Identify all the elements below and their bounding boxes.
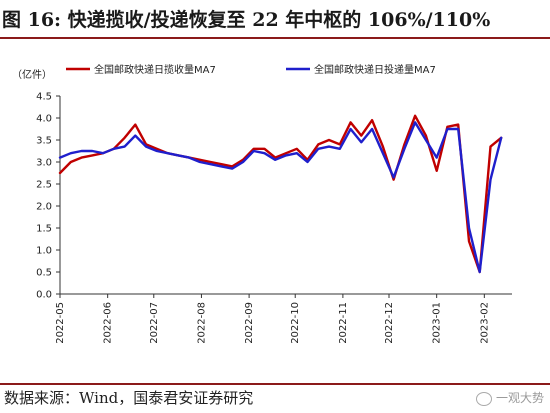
series-line-collection	[58, 114, 503, 274]
x-tick-label: 2023-01	[432, 302, 443, 344]
y-tick-label: 3.5	[36, 136, 52, 147]
wechat-icon	[475, 391, 492, 406]
y-tick-label: 0.0	[36, 290, 52, 301]
x-tick-label: 2023-02	[479, 302, 490, 344]
chart-legend: 全国邮政快递日揽收量MA7 全国邮政快递日投递量MA7	[66, 63, 436, 76]
source-rule	[0, 383, 550, 385]
x-tick-label: 2022-12	[384, 302, 395, 344]
chart-title: 图 16: 快递揽收/投递恢复至 22 年中枢的 106%/110%	[2, 9, 491, 31]
y-tick-label: 4.5	[36, 92, 52, 103]
x-tick-label: 2022-09	[244, 302, 255, 344]
x-tick-label: 2022-05	[55, 302, 66, 344]
watermark: 一观大势	[475, 388, 544, 408]
source-note: 数据来源：Wind，国泰君安证券研究	[4, 389, 254, 407]
title-rule	[0, 37, 550, 39]
y-axis-unit: （亿件）	[12, 68, 52, 81]
x-tick-label: 2022-06	[103, 302, 114, 344]
legend-label-delivery: 全国邮政快递日投递量MA7	[314, 63, 436, 76]
y-tick-label: 2.5	[36, 180, 52, 191]
series-layer	[58, 114, 503, 274]
y-tick-label: 4.0	[36, 114, 52, 125]
chart-axes: （亿件） 0.0 0.5 1.0 1.5 2.0 2.5 3.0 3.5 4.0 4.5 2022-0…	[12, 68, 512, 344]
x-tick-label: 2022-08	[196, 302, 207, 344]
line-chart: （亿件） 0.0 0.5 1.0 1.5 2.0 2.5 3.0 3.5 4.0 4.5 2022-0…	[12, 63, 512, 344]
y-tick-label: 3.0	[36, 158, 52, 169]
x-tick-label: 2022-10	[290, 302, 301, 344]
series-line-delivery	[58, 121, 503, 274]
legend-label-collection: 全国邮政快递日揽收量MA7	[94, 63, 216, 76]
y-tick-label: 1.5	[36, 224, 52, 235]
x-tick-label: 2022-11	[338, 302, 349, 344]
y-tick-label: 0.5	[36, 268, 52, 279]
watermark-text: 一观大势	[495, 391, 544, 405]
x-tick-label: 2022-07	[149, 302, 160, 344]
y-tick-label: 1.0	[36, 246, 52, 257]
y-tick-label: 2.0	[36, 202, 52, 213]
